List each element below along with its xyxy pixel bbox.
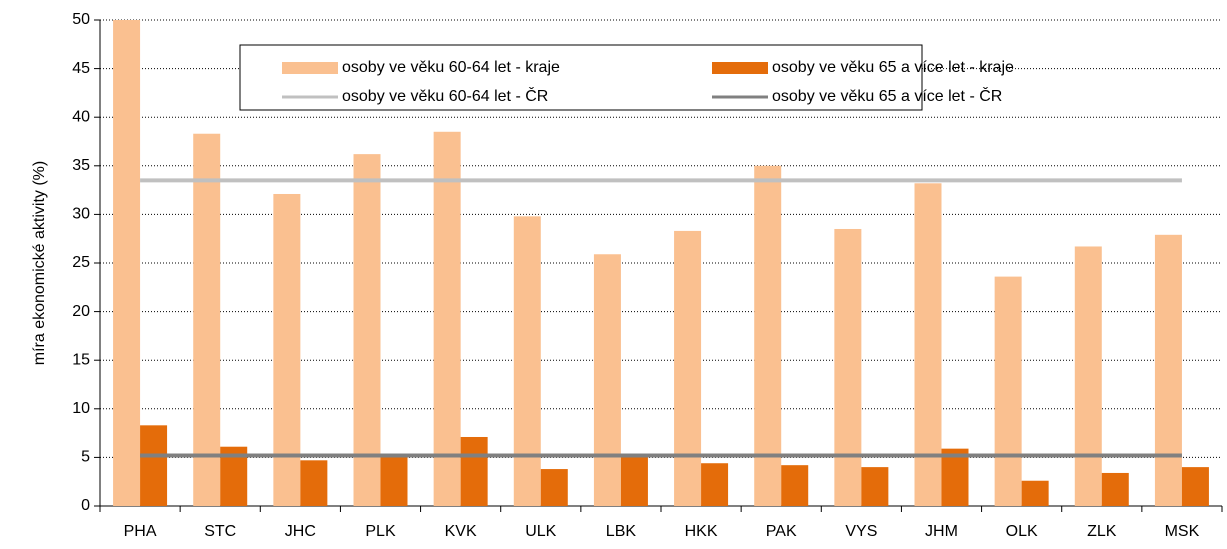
y-tick-label: 40 <box>72 108 90 125</box>
bar <box>193 133 221 506</box>
bar <box>781 465 809 506</box>
bar <box>353 154 381 507</box>
x-tick-label: JHC <box>285 523 316 540</box>
bar <box>1154 234 1182 506</box>
bar <box>914 183 942 506</box>
bar <box>1021 480 1049 506</box>
legend-label: osoby ve věku 65 a více let - kraje <box>772 59 1014 76</box>
y-tick-label: 0 <box>81 497 90 514</box>
x-tick-label: ZLK <box>1087 523 1117 540</box>
y-tick-label: 15 <box>72 351 90 368</box>
y-tick-label: 10 <box>72 400 90 417</box>
x-tick-label: VYS <box>845 523 877 540</box>
bar <box>380 457 408 506</box>
bar <box>994 276 1022 506</box>
y-tick-label: 30 <box>72 206 90 223</box>
x-tick-label: LBK <box>606 523 637 540</box>
y-tick-label: 5 <box>81 449 90 466</box>
bar <box>1101 472 1129 506</box>
y-tick-label: 45 <box>72 60 90 77</box>
x-tick-label: ULK <box>525 523 556 540</box>
y-tick-label: 20 <box>72 303 90 320</box>
legend-label: osoby ve věku 60-64 let - ČR <box>342 86 548 105</box>
legend-label: osoby ve věku 65 a více let - ČR <box>772 86 1002 105</box>
bar <box>754 165 782 507</box>
bar <box>941 448 969 506</box>
bar <box>1181 467 1209 506</box>
x-tick-label: PHA <box>124 523 157 540</box>
bar <box>540 469 568 506</box>
x-tick-label: JHM <box>925 523 958 540</box>
bar <box>433 131 461 506</box>
bar <box>861 467 889 506</box>
x-tick-label: HKK <box>685 523 718 540</box>
y-tick-label: 50 <box>72 11 90 28</box>
bar <box>834 228 862 507</box>
x-tick-label: KVK <box>445 523 477 540</box>
bar <box>701 463 729 506</box>
x-tick-label: OLK <box>1006 523 1038 540</box>
legend-swatch <box>282 62 338 74</box>
bar <box>460 436 488 506</box>
bar <box>300 460 328 506</box>
y-tick-label: 35 <box>72 157 90 174</box>
bar <box>140 425 168 506</box>
x-tick-label: STC <box>204 523 236 540</box>
bar <box>113 20 141 506</box>
legend-label: osoby ve věku 60-64 let - kraje <box>342 59 560 76</box>
x-tick-label: PLK <box>365 523 396 540</box>
bar <box>620 457 648 506</box>
y-tick-label: 25 <box>72 254 90 271</box>
bar <box>513 216 541 506</box>
legend-swatch <box>712 62 768 74</box>
bar <box>1074 246 1102 506</box>
x-tick-label: PAK <box>766 523 797 540</box>
legend-box <box>239 44 923 111</box>
bar <box>273 193 301 506</box>
bar <box>674 230 702 506</box>
y-axis-label: míra ekonomické aktivity (%) <box>31 161 48 366</box>
x-tick-label: MSK <box>1165 523 1200 540</box>
bar <box>593 254 621 506</box>
